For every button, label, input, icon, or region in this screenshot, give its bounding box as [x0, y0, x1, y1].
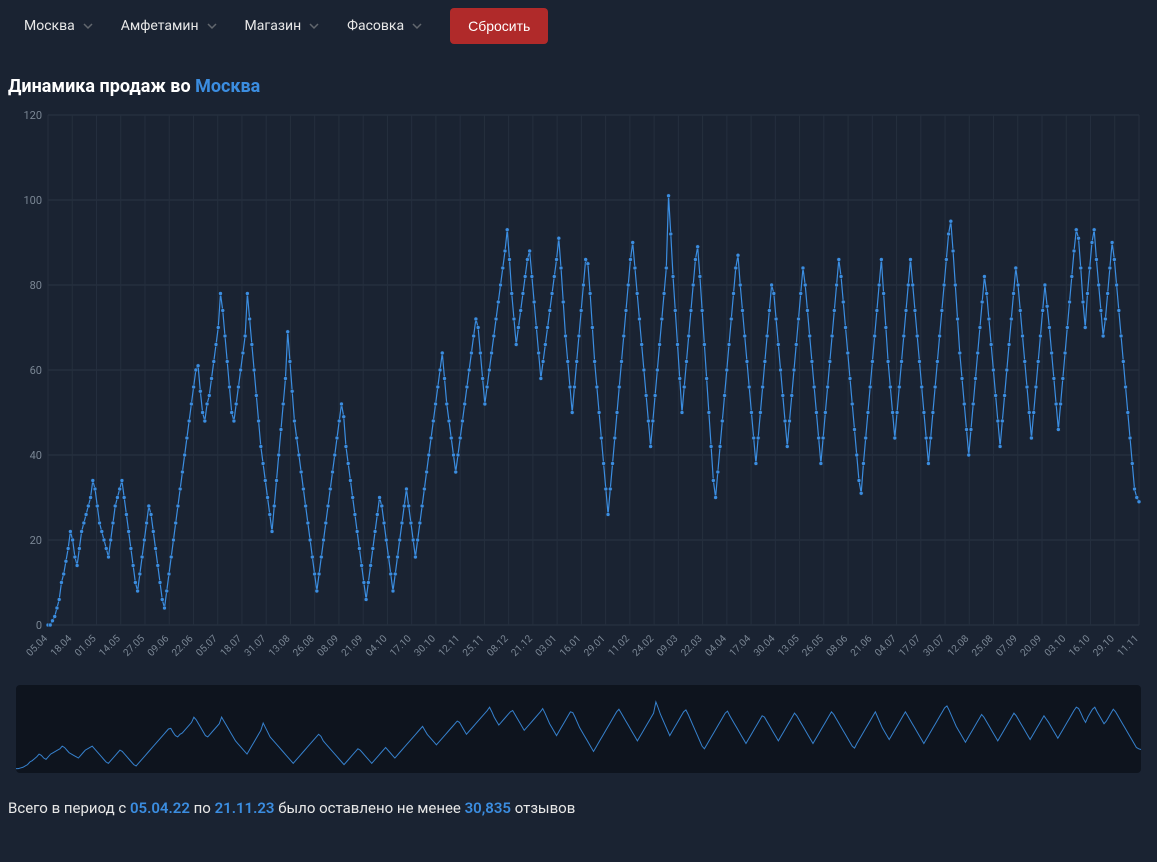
filter-label: Магазин — [245, 18, 302, 34]
svg-text:16.10: 16.10 — [1067, 633, 1093, 659]
svg-text:05.04: 05.04 — [25, 633, 51, 659]
svg-text:26.05: 26.05 — [800, 633, 826, 659]
filter-bar: Москва Амфетамин Магазин Фасовка Сбросит… — [0, 0, 1157, 60]
summary-date-to: 21.11.23 — [215, 799, 275, 817]
svg-text:120: 120 — [23, 109, 42, 122]
chart-title: Динамика продаж во Москва — [0, 60, 1157, 105]
brush-chart[interactable] — [0, 679, 1157, 783]
svg-text:20.09: 20.09 — [1019, 633, 1045, 659]
svg-text:17.07: 17.07 — [897, 633, 923, 659]
summary-mid: по — [190, 799, 215, 817]
svg-text:16.01: 16.01 — [558, 633, 584, 659]
svg-text:14.05: 14.05 — [97, 633, 123, 659]
svg-text:03.01: 03.01 — [534, 633, 560, 659]
svg-text:60: 60 — [30, 364, 42, 377]
filter-package[interactable]: Фасовка — [347, 18, 422, 34]
svg-text:29.10: 29.10 — [1091, 633, 1117, 659]
svg-text:03.10: 03.10 — [1043, 633, 1069, 659]
svg-text:11.11: 11.11 — [1116, 633, 1142, 659]
main-chart: 0 20 40 60 80 100 120 05.0418.0401.0514.0527.05… — [0, 105, 1157, 679]
svg-text:30.04: 30.04 — [752, 633, 778, 659]
summary-suffix: отзывов — [511, 799, 575, 817]
chevron-down-icon — [309, 21, 319, 31]
chevron-down-icon — [83, 21, 93, 31]
svg-text:21.09: 21.09 — [340, 633, 366, 659]
svg-text:17.10: 17.10 — [388, 633, 414, 659]
svg-text:12.11: 12.11 — [437, 633, 463, 659]
chart-title-prefix: Динамика продаж во — [8, 76, 195, 97]
svg-text:24.02: 24.02 — [631, 633, 657, 659]
svg-text:21.06: 21.06 — [849, 633, 875, 659]
svg-text:13.08: 13.08 — [267, 633, 293, 659]
svg-text:25.11: 25.11 — [461, 633, 487, 659]
svg-text:04.07: 04.07 — [873, 633, 899, 659]
chevron-down-icon — [412, 21, 422, 31]
summary-line: Всего в период с 05.04.22 по 21.11.23 бы… — [0, 783, 1157, 825]
svg-text:100: 100 — [23, 194, 42, 207]
summary-count: 30,835 — [465, 799, 511, 817]
svg-text:07.09: 07.09 — [994, 633, 1020, 659]
summary-after: было оставлено не менее — [275, 799, 465, 817]
brush-svg — [8, 679, 1149, 779]
chevron-down-icon — [207, 21, 217, 31]
svg-text:04.04: 04.04 — [703, 633, 729, 659]
svg-text:17.04: 17.04 — [728, 633, 754, 659]
svg-text:09.06: 09.06 — [146, 633, 172, 659]
filter-city[interactable]: Москва — [24, 18, 93, 34]
svg-text:18.04: 18.04 — [49, 633, 75, 659]
svg-text:20: 20 — [30, 534, 42, 547]
svg-text:08.09: 08.09 — [316, 633, 342, 659]
svg-text:18.07: 18.07 — [219, 633, 245, 659]
svg-text:12.08: 12.08 — [946, 633, 972, 659]
svg-text:11.02: 11.02 — [606, 633, 632, 659]
filter-label: Фасовка — [347, 18, 404, 34]
svg-text:40: 40 — [30, 449, 42, 462]
svg-text:30.10: 30.10 — [412, 633, 438, 659]
svg-text:13.05: 13.05 — [776, 633, 802, 659]
chart-svg: 0 20 40 60 80 100 120 05.0418.0401.0514.0527.05… — [8, 105, 1149, 675]
svg-text:22.06: 22.06 — [170, 633, 196, 659]
chart-title-city: Москва — [195, 76, 260, 97]
filter-shop[interactable]: Магазин — [245, 18, 320, 34]
svg-text:31.07: 31.07 — [243, 633, 269, 659]
filter-label: Москва — [24, 18, 75, 34]
svg-text:01.05: 01.05 — [73, 633, 99, 659]
svg-text:80: 80 — [30, 279, 42, 292]
svg-text:08.12: 08.12 — [485, 633, 511, 659]
filter-product[interactable]: Амфетамин — [121, 18, 217, 34]
svg-text:22.03: 22.03 — [679, 633, 705, 659]
svg-text:27.05: 27.05 — [122, 633, 148, 659]
filter-label: Амфетамин — [121, 18, 199, 34]
svg-text:05.07: 05.07 — [194, 633, 220, 659]
svg-text:25.08: 25.08 — [970, 633, 996, 659]
svg-text:04.10: 04.10 — [364, 633, 390, 659]
svg-text:30.07: 30.07 — [922, 633, 948, 659]
svg-text:0: 0 — [36, 619, 42, 632]
svg-text:08.06: 08.06 — [825, 633, 851, 659]
svg-text:29.01: 29.01 — [582, 633, 608, 659]
reset-button[interactable]: Сбросить — [450, 8, 548, 44]
summary-prefix: Всего в период с — [8, 799, 130, 817]
summary-date-from: 05.04.22 — [130, 799, 190, 817]
svg-text:09.03: 09.03 — [655, 633, 681, 659]
svg-text:21.12: 21.12 — [509, 633, 535, 659]
svg-text:26.08: 26.08 — [291, 633, 317, 659]
